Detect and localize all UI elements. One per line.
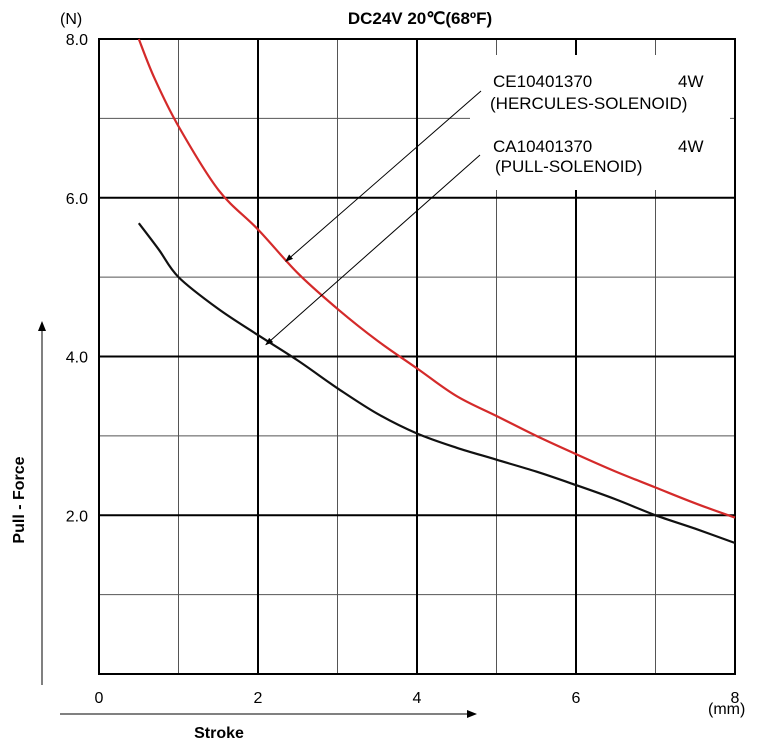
x-tick-label: 4 <box>413 690 422 707</box>
annotation-1-type: (HERCULES-SOLENOID) <box>490 94 687 113</box>
y-unit-label: (N) <box>60 11 82 28</box>
chart-title: DC24V 20℃(68ºF) <box>348 9 492 28</box>
annotation-2-type: (PULL-SOLENOID) <box>495 157 642 176</box>
series-line-2 <box>137 222 736 545</box>
series-layer <box>137 38 736 545</box>
tick-labels: 0 2 4 6 8 2.0 4.0 6.0 8.0 <box>66 32 740 707</box>
x-unit-label: (mm) <box>708 701 745 718</box>
x-axis-label: Stroke <box>194 725 244 742</box>
series-line-1 <box>137 38 736 519</box>
annotation-2-power: 4W <box>678 137 704 156</box>
annotation-arrow-1 <box>285 90 482 262</box>
annotation-arrow-2 <box>265 154 481 346</box>
x-tick-label: 6 <box>572 690 581 707</box>
plot-frame <box>98 38 736 675</box>
y-tick-label: 2.0 <box>66 508 88 525</box>
y-axis-label: Pull - Force <box>11 456 28 543</box>
x-tick-label: 0 <box>95 690 104 707</box>
annotation-2-model: CA10401370 <box>493 137 592 156</box>
legend-background <box>470 55 730 190</box>
y-tick-label: 6.0 <box>66 191 88 208</box>
annotation-1-model: CE10401370 <box>493 72 592 91</box>
y-tick-label: 8.0 <box>66 32 88 49</box>
x-tick-label: 2 <box>254 690 263 707</box>
legend-box: CE10401370 4W (HERCULES-SOLENOID) CA1040… <box>470 55 730 190</box>
x-tick-label: 8 <box>731 690 740 707</box>
y-tick-label: 4.0 <box>66 350 88 367</box>
annotation-arrows <box>265 90 482 346</box>
annotation-1-power: 4W <box>678 72 704 91</box>
